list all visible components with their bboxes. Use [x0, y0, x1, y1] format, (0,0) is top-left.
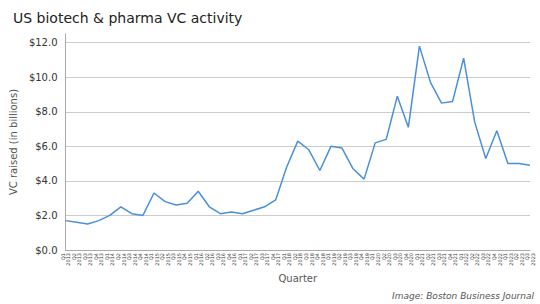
svg-text:Q3: Q3: [214, 253, 221, 261]
svg-text:Q3: Q3: [480, 253, 487, 261]
svg-text:2017: 2017: [275, 253, 282, 266]
svg-text:2019: 2019: [363, 253, 370, 266]
svg-text:2021: 2021: [419, 253, 426, 266]
svg-text:2017: 2017: [264, 253, 271, 266]
svg-text:2016: 2016: [209, 253, 215, 266]
svg-text:Q1: Q1: [236, 253, 243, 261]
svg-text:2014: 2014: [120, 253, 127, 266]
svg-text:Q2: Q2: [247, 253, 254, 261]
svg-text:Q1: Q1: [325, 253, 332, 261]
svg-text:2022: 2022: [474, 253, 481, 266]
svg-text:Q2: Q2: [159, 253, 166, 261]
svg-text:$6.0: $6.0: [35, 141, 57, 152]
svg-text:2019: 2019: [330, 253, 337, 266]
svg-text:Q1: Q1: [413, 253, 420, 261]
svg-text:Q4: Q4: [137, 253, 144, 261]
svg-text:Q2: Q2: [469, 253, 475, 261]
svg-text:Q2: Q2: [424, 253, 431, 261]
svg-text:US biotech & pharma VC activit: US biotech & pharma VC activity: [13, 10, 242, 26]
svg-text:Q2: Q2: [292, 253, 299, 261]
svg-text:Q3: Q3: [435, 253, 442, 261]
svg-text:Q3: Q3: [126, 253, 133, 261]
svg-text:Q3: Q3: [347, 253, 354, 261]
svg-text:Q1: Q1: [59, 253, 66, 261]
svg-text:2023: 2023: [518, 253, 525, 266]
svg-text:2015: 2015: [164, 253, 171, 266]
svg-text:2017: 2017: [242, 253, 249, 266]
svg-text:Q3: Q3: [170, 253, 177, 261]
svg-text:2022: 2022: [496, 253, 503, 266]
svg-text:$0.0: $0.0: [35, 245, 57, 256]
svg-text:2016: 2016: [220, 253, 227, 266]
svg-text:2015: 2015: [186, 253, 193, 266]
svg-text:2013: 2013: [87, 253, 94, 266]
svg-text:$8.0: $8.0: [35, 106, 57, 117]
svg-text:Q1: Q1: [148, 253, 155, 261]
svg-text:2017: 2017: [253, 253, 260, 266]
svg-text:Q4: Q4: [358, 253, 365, 261]
svg-text:2018: 2018: [286, 253, 293, 266]
svg-text:Q4: Q4: [269, 253, 276, 261]
svg-text:Q1: Q1: [457, 253, 464, 261]
svg-text:2019: 2019: [352, 253, 359, 266]
svg-text:2016: 2016: [197, 253, 204, 266]
svg-text:2018: 2018: [308, 253, 315, 266]
svg-text:Q4: Q4: [181, 253, 188, 261]
svg-text:Q2: Q2: [336, 253, 343, 261]
svg-text:2015: 2015: [175, 253, 182, 266]
svg-text:2016: 2016: [231, 253, 238, 266]
svg-text:2015: 2015: [153, 253, 160, 266]
svg-text:2013: 2013: [76, 253, 83, 266]
svg-text:2020: 2020: [385, 253, 392, 266]
svg-text:Q3: Q3: [391, 253, 398, 261]
svg-text:Q2: Q2: [380, 253, 387, 261]
svg-text:Q4: Q4: [402, 253, 409, 261]
svg-text:Q1: Q1: [281, 253, 287, 261]
svg-text:$12.0: $12.0: [29, 37, 58, 48]
svg-text:2022: 2022: [463, 253, 470, 266]
svg-text:Q4: Q4: [225, 253, 232, 261]
svg-text:Q1: Q1: [104, 253, 111, 261]
svg-text:$4.0: $4.0: [35, 175, 57, 186]
svg-text:2013: 2013: [98, 253, 105, 266]
svg-text:2014: 2014: [109, 253, 116, 266]
svg-text:Q3: Q3: [524, 253, 531, 261]
svg-text:Quarter: Quarter: [278, 273, 318, 284]
svg-text:Q1: Q1: [502, 253, 509, 261]
svg-text:Q3: Q3: [81, 253, 88, 261]
svg-text:Q4: Q4: [446, 253, 453, 261]
svg-text:2018: 2018: [319, 253, 326, 266]
svg-text:Q2: Q2: [513, 253, 520, 261]
svg-text:2020: 2020: [397, 253, 403, 266]
svg-text:Q2: Q2: [115, 253, 122, 261]
svg-text:Q4: Q4: [93, 253, 99, 261]
svg-text:2021: 2021: [441, 253, 448, 266]
svg-text:Q3: Q3: [303, 253, 310, 261]
svg-text:2019: 2019: [341, 253, 348, 266]
svg-text:Image: Boston Business Journal: Image: Boston Business Journal: [392, 291, 534, 301]
svg-text:VC raised (in billions): VC raised (in billions): [8, 89, 19, 195]
svg-text:2021: 2021: [430, 253, 437, 266]
svg-text:2014: 2014: [142, 253, 149, 266]
svg-text:Q2: Q2: [70, 253, 77, 261]
svg-text:Q2: Q2: [203, 253, 210, 261]
svg-text:2023: 2023: [530, 253, 536, 266]
svg-text:2023: 2023: [507, 253, 514, 266]
svg-text:Q4: Q4: [491, 253, 498, 261]
svg-text:2013: 2013: [65, 253, 72, 266]
svg-text:2021: 2021: [452, 253, 459, 266]
svg-text:Q3: Q3: [258, 253, 265, 261]
svg-text:Q4: Q4: [314, 253, 321, 261]
svg-text:$2.0: $2.0: [35, 210, 57, 221]
svg-text:2020: 2020: [408, 253, 415, 266]
svg-text:2014: 2014: [131, 253, 138, 266]
svg-text:2020: 2020: [374, 253, 381, 266]
svg-text:Q1: Q1: [369, 253, 376, 261]
svg-text:2022: 2022: [485, 253, 492, 266]
svg-text:$10.0: $10.0: [29, 72, 58, 83]
svg-text:Q1: Q1: [192, 253, 199, 261]
svg-text:2018: 2018: [297, 253, 304, 266]
